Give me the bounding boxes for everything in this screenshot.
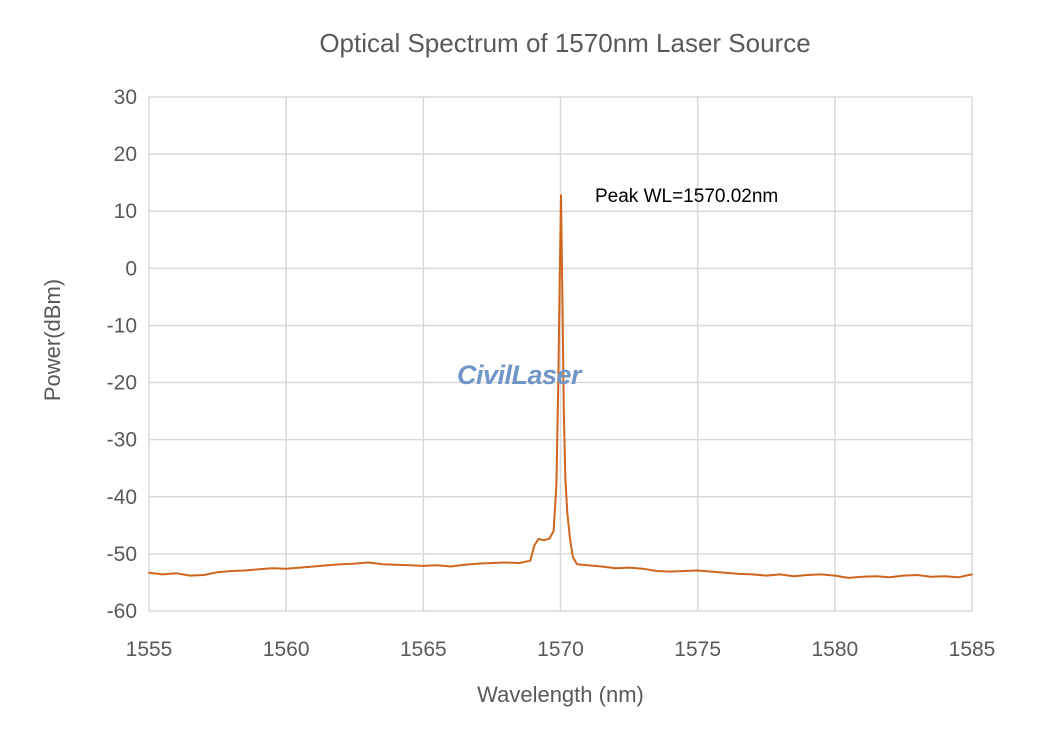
peak-annotation: Peak WL=1570.02nm [595, 186, 779, 207]
data-point [203, 574, 205, 576]
data-point [285, 567, 287, 570]
data-point [557, 381, 560, 384]
data-point [566, 513, 569, 515]
data-point [888, 576, 891, 579]
data-point [572, 555, 574, 558]
y-tick-label: 10 [114, 200, 137, 223]
data-point [518, 562, 521, 564]
data-point [751, 573, 754, 576]
data-point [477, 562, 480, 565]
data-point [548, 537, 551, 540]
data-point [422, 565, 425, 567]
y-tick-label: -60 [107, 600, 137, 623]
data-point [436, 564, 438, 567]
data-point [569, 538, 571, 541]
x-tick-label: 1560 [263, 638, 310, 661]
data-point [353, 562, 356, 565]
data-point [957, 576, 960, 579]
y-tick-label: -30 [107, 429, 137, 452]
data-point [765, 574, 768, 577]
data-point [463, 563, 466, 566]
data-point [600, 565, 603, 568]
data-point [930, 575, 932, 578]
y-tick-label: 20 [114, 143, 137, 166]
chart-title: Optical Spectrum of 1570nm Laser Source [319, 28, 811, 58]
data-point [395, 563, 397, 566]
data-point [576, 563, 578, 565]
x-tick-label: 1575 [674, 638, 721, 661]
y-tick-label: 0 [125, 257, 137, 280]
data-point [543, 539, 545, 541]
data-point [943, 575, 946, 577]
data-point [299, 566, 301, 569]
data-point [230, 570, 233, 572]
data-point [669, 570, 672, 573]
data-point [710, 570, 713, 573]
x-tick-label: 1555 [126, 638, 173, 661]
data-point [326, 564, 329, 567]
data-point [655, 570, 658, 572]
data-point [533, 544, 536, 547]
y-tick-label: -10 [107, 314, 137, 337]
x-axis-label: Wavelength (nm) [477, 682, 644, 707]
data-point [491, 562, 493, 564]
y-tick-label: -20 [107, 372, 137, 395]
data-point [537, 538, 540, 540]
data-point [558, 278, 561, 281]
data-point [367, 561, 370, 564]
data-point [381, 563, 383, 565]
data-point [562, 410, 565, 412]
data-point [738, 573, 740, 575]
data-point [257, 568, 260, 571]
data-point [148, 571, 150, 574]
data-point [847, 577, 850, 579]
x-tick-label: 1565 [400, 638, 447, 661]
data-point [555, 484, 558, 487]
data-point [628, 566, 630, 569]
data-point [529, 559, 532, 562]
data-point [902, 574, 905, 577]
data-point [779, 573, 781, 576]
y-tick-label: -40 [107, 486, 137, 509]
data-point [560, 194, 562, 197]
data-point [312, 565, 315, 568]
data-point [971, 573, 973, 576]
data-point [875, 575, 877, 577]
data-point [564, 478, 567, 481]
y-tick-label: -50 [107, 543, 137, 566]
data-point [189, 574, 191, 577]
spectrum-line [148, 194, 973, 579]
data-point [561, 296, 564, 298]
data-point [340, 563, 342, 565]
data-point [834, 574, 836, 577]
data-point [792, 575, 795, 577]
data-point [642, 567, 644, 570]
data-point [820, 573, 822, 576]
data-point [861, 575, 864, 578]
data-point [161, 573, 164, 576]
x-tick-label: 1570 [537, 638, 584, 661]
data-point [587, 564, 589, 567]
x-tick-label: 1580 [811, 638, 858, 661]
data-point [552, 530, 555, 532]
x-tick-label: 1585 [949, 638, 996, 661]
data-point [244, 569, 246, 572]
data-point [504, 561, 507, 564]
data-point [449, 565, 452, 568]
data-point [271, 567, 274, 569]
data-point [916, 574, 918, 576]
data-point [408, 564, 411, 567]
data-point [806, 574, 809, 576]
y-tick-label: 30 [114, 86, 137, 109]
data-point [216, 571, 219, 573]
data-point [683, 570, 685, 572]
data-point [614, 567, 617, 569]
data-point [724, 571, 726, 574]
data-point [175, 572, 178, 575]
watermark-logo: CivilLaser [457, 360, 582, 390]
data-point [696, 569, 699, 572]
